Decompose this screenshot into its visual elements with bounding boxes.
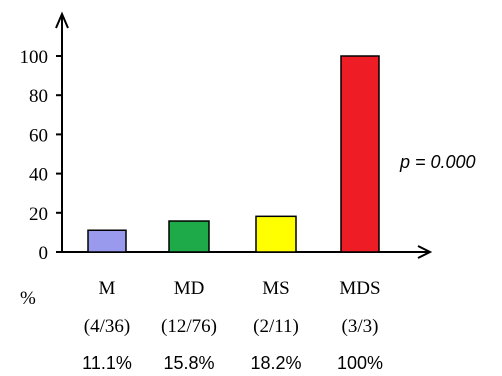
p-value-annotation: p = 0.000 (399, 152, 476, 172)
y-ticks: 0 20 40 60 80 100 (20, 47, 62, 264)
percent-label: 100% (337, 353, 383, 373)
y-axis-arrow (55, 11, 69, 29)
category-label: MS (262, 278, 289, 299)
x-axis-arrow (417, 245, 433, 259)
y-tick-label: 0 (39, 243, 49, 264)
count-label: (3/3) (342, 316, 379, 337)
bar-mds (340, 55, 380, 253)
percent-label: 11.1% (82, 353, 132, 373)
bar-md (168, 220, 210, 253)
y-tick-label: 20 (29, 204, 48, 225)
y-axis-label: % (20, 288, 36, 309)
y-tick-label: 80 (29, 86, 48, 107)
category-label: MD (174, 278, 205, 299)
bar-ms (255, 215, 297, 253)
y-tick-label: 40 (29, 165, 48, 186)
count-label: (12/76) (161, 316, 217, 337)
percent-label: 15.8% (163, 353, 214, 373)
category-labels: M (4/36) 11.1% MD (12/76) 15.8% MS (2/11) 18.2% M… (82, 278, 383, 373)
count-label: (4/36) (84, 316, 130, 337)
y-tick-label: 100 (20, 47, 49, 68)
percent-label: 18.2% (250, 353, 301, 373)
category-label: MDS (339, 278, 380, 299)
category-label: M (99, 278, 116, 299)
bars (87, 55, 380, 253)
bar-m (87, 229, 127, 253)
count-label: (2/11) (253, 316, 299, 337)
y-tick-label: 60 (29, 125, 48, 146)
